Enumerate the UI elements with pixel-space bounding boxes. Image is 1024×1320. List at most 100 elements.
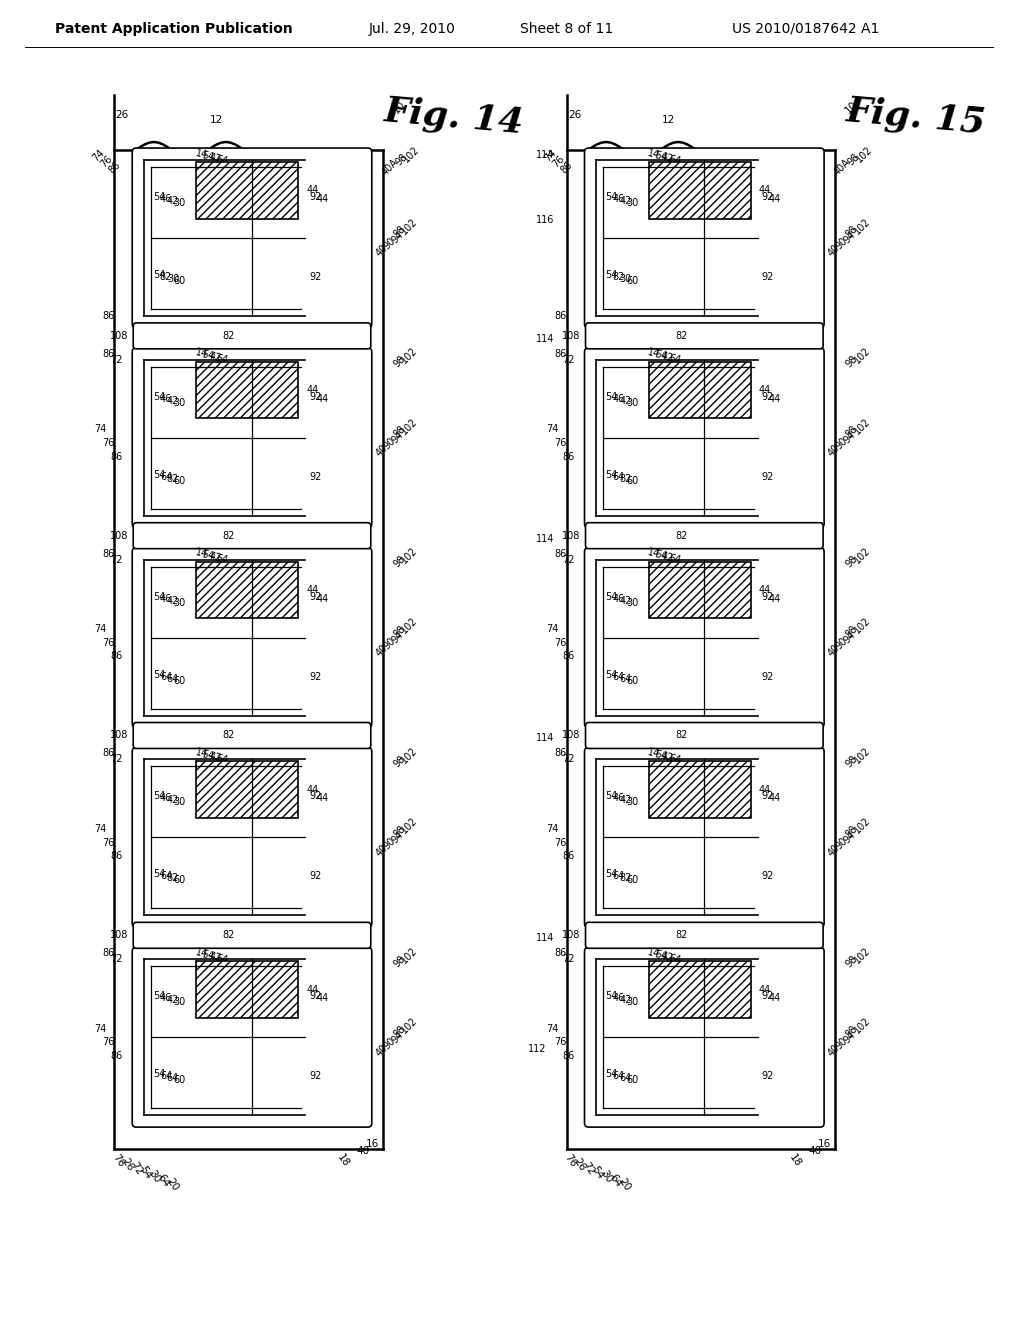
Text: 64: 64: [607, 1172, 624, 1189]
Text: 40: 40: [374, 243, 389, 259]
Text: 72: 72: [562, 954, 574, 964]
FancyBboxPatch shape: [586, 323, 823, 348]
Text: 26: 26: [116, 111, 129, 120]
Text: 72: 72: [110, 954, 122, 964]
Text: 12: 12: [210, 115, 223, 125]
Text: 86: 86: [554, 312, 566, 321]
Text: 86: 86: [106, 160, 122, 176]
Text: 102: 102: [852, 746, 872, 766]
Text: 102: 102: [399, 346, 420, 366]
Text: 64: 64: [620, 1073, 632, 1084]
Text: 64: 64: [612, 1072, 625, 1081]
Text: 44: 44: [316, 194, 329, 205]
Text: 30: 30: [174, 997, 186, 1007]
Text: 64: 64: [215, 754, 229, 766]
Text: 86: 86: [102, 748, 115, 759]
Text: 102: 102: [852, 216, 872, 236]
Text: 92: 92: [762, 672, 774, 681]
Text: 90: 90: [834, 436, 850, 451]
Text: 102: 102: [399, 746, 420, 766]
Text: 60: 60: [626, 875, 638, 886]
Text: 46: 46: [160, 594, 172, 603]
Text: 54: 54: [153, 470, 165, 479]
Text: 54: 54: [202, 549, 215, 562]
Text: 76: 76: [554, 838, 566, 847]
Text: 44: 44: [759, 785, 771, 795]
Text: 98: 98: [391, 824, 408, 840]
Text: 94: 94: [842, 829, 858, 845]
Text: 102: 102: [399, 1015, 420, 1035]
FancyBboxPatch shape: [132, 548, 372, 727]
Text: 92: 92: [762, 871, 774, 882]
Text: 76: 76: [551, 154, 566, 170]
Text: 42: 42: [660, 351, 675, 364]
Text: 54: 54: [605, 870, 617, 879]
Text: 64: 64: [167, 673, 179, 684]
Text: 92: 92: [309, 392, 322, 401]
Text: 72: 72: [562, 355, 574, 364]
Text: 82: 82: [620, 874, 632, 883]
Text: 54: 54: [653, 150, 668, 162]
Text: 92: 92: [309, 991, 322, 1002]
Text: 14: 14: [647, 148, 660, 160]
Text: 82: 82: [222, 730, 236, 741]
Text: 42: 42: [208, 351, 222, 364]
Text: 94: 94: [842, 430, 858, 446]
Text: 18: 18: [335, 1152, 351, 1170]
Text: 86: 86: [562, 851, 574, 861]
Text: 54: 54: [153, 591, 165, 602]
Text: 86: 86: [110, 652, 122, 661]
Text: 54: 54: [653, 350, 668, 362]
Text: 30: 30: [626, 797, 638, 808]
FancyBboxPatch shape: [586, 523, 823, 549]
Text: 42: 42: [167, 995, 179, 1006]
Text: 94: 94: [842, 230, 858, 246]
Text: 40: 40: [356, 1146, 370, 1156]
Text: 60: 60: [626, 1076, 638, 1085]
Text: 54: 54: [653, 549, 668, 562]
Text: 46: 46: [160, 194, 172, 205]
Text: 98: 98: [391, 1023, 408, 1039]
Text: 64: 64: [612, 871, 625, 882]
Text: 72: 72: [110, 355, 122, 364]
Text: 108: 108: [562, 331, 581, 341]
Text: Patent Application Publication: Patent Application Publication: [55, 21, 293, 36]
Text: 72: 72: [128, 1160, 144, 1177]
Text: 42: 42: [660, 950, 675, 964]
Text: 44: 44: [316, 793, 329, 804]
Text: 12: 12: [662, 115, 675, 125]
Text: 76: 76: [98, 154, 115, 170]
Bar: [649, 162, 751, 219]
Text: 30: 30: [146, 1168, 162, 1185]
FancyBboxPatch shape: [132, 747, 372, 927]
Text: 64: 64: [612, 471, 625, 482]
Text: 86: 86: [102, 549, 115, 558]
Text: 108: 108: [562, 730, 581, 741]
Text: 64: 64: [155, 1172, 171, 1189]
Text: 64: 64: [215, 553, 229, 566]
Text: 82: 82: [222, 331, 236, 341]
Text: 74: 74: [546, 424, 559, 434]
Text: 90: 90: [834, 836, 850, 851]
Text: 30: 30: [174, 797, 186, 808]
Text: 108: 108: [110, 931, 128, 940]
Bar: [649, 762, 751, 818]
Text: 98: 98: [391, 953, 408, 969]
Text: 82: 82: [675, 531, 687, 541]
Text: Fig. 15: Fig. 15: [845, 94, 987, 140]
Text: 94: 94: [390, 630, 406, 645]
Text: 74: 74: [94, 824, 106, 834]
Text: 40A: 40A: [833, 157, 852, 177]
Text: 98: 98: [844, 953, 860, 969]
Text: 82: 82: [675, 730, 687, 741]
Text: 64: 64: [160, 672, 172, 681]
Text: 102: 102: [399, 545, 420, 566]
Text: 102: 102: [399, 416, 420, 436]
Text: 42: 42: [208, 751, 222, 763]
FancyBboxPatch shape: [585, 747, 824, 927]
Text: 40: 40: [809, 1146, 821, 1156]
Text: 102: 102: [852, 545, 872, 566]
Text: 74: 74: [90, 148, 106, 164]
Text: 86: 86: [110, 851, 122, 861]
Text: 54: 54: [590, 1164, 605, 1181]
